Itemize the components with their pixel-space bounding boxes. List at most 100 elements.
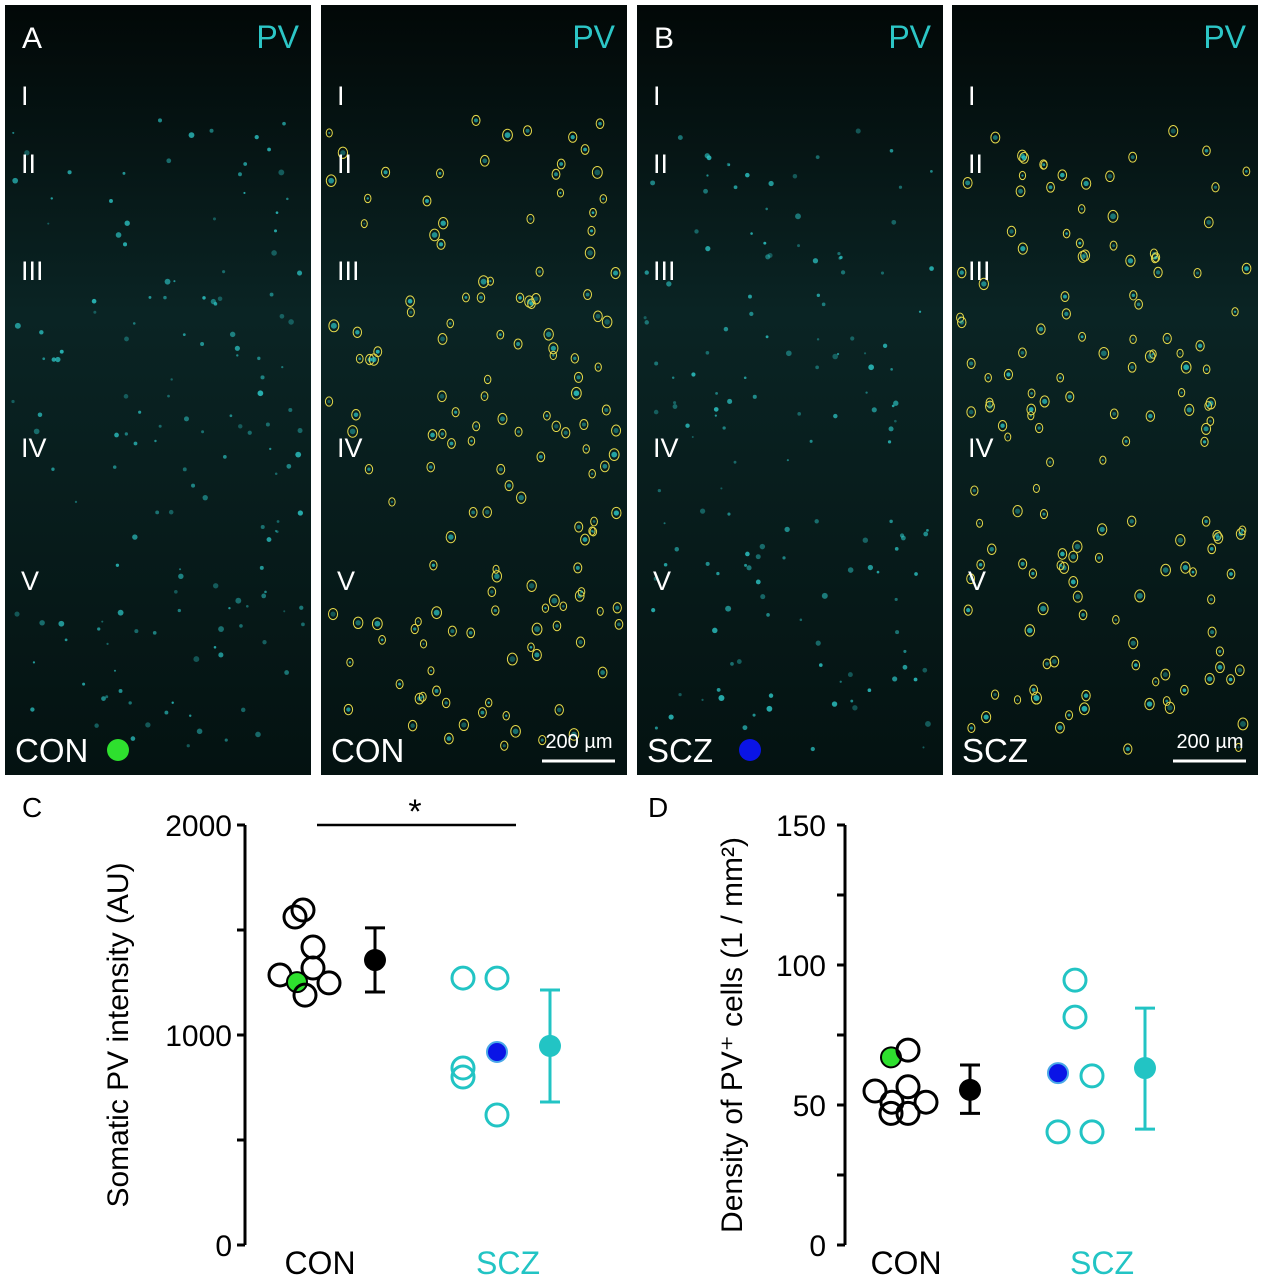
pv-cell	[748, 294, 752, 299]
pv-cell	[518, 494, 524, 501]
pv-cell	[1124, 439, 1128, 443]
pv-cell	[243, 162, 248, 166]
pv-cell	[512, 728, 519, 735]
pv-cell	[840, 270, 846, 275]
pv-cell	[755, 579, 761, 585]
cell-outline	[610, 267, 621, 280]
cell-outline	[510, 725, 521, 738]
pv-cell	[1006, 436, 1009, 439]
cell-outline	[414, 692, 425, 705]
pv-cell	[238, 424, 243, 429]
pv-cell	[736, 659, 742, 664]
pv-cell	[276, 520, 280, 523]
pv-cell	[1202, 440, 1207, 444]
y-tick-label: 0	[809, 1230, 826, 1263]
pv-cell	[728, 163, 731, 166]
cell-outline	[1215, 661, 1225, 674]
pv-cell	[266, 537, 272, 542]
cell-outline	[976, 559, 985, 570]
pv-cell	[51, 467, 55, 471]
pv-cell	[202, 494, 208, 501]
pv-cell	[814, 519, 819, 524]
pv-cell	[744, 563, 748, 567]
pv-cell	[922, 746, 925, 749]
pv-cell	[865, 391, 868, 394]
pv-cell	[448, 322, 452, 325]
pv-cell	[595, 313, 601, 319]
pv-cell	[101, 620, 104, 623]
pv-cell	[815, 365, 819, 370]
pv-cell	[882, 343, 888, 348]
cell-outline	[1080, 249, 1091, 262]
data-point	[895, 1037, 921, 1063]
cell-outline	[1094, 552, 1104, 563]
pv-cell	[353, 412, 359, 418]
pv-cell	[14, 322, 21, 329]
pv-cell	[554, 424, 559, 429]
pv-cell	[545, 331, 552, 338]
pv-cell	[718, 695, 725, 702]
pv-cell	[82, 682, 86, 686]
cell-outline	[1131, 659, 1141, 671]
cell-outline	[346, 657, 354, 667]
pv-cell	[898, 185, 903, 189]
pv-cell	[330, 611, 336, 617]
scale-bar-label: 200 µm	[545, 731, 612, 753]
pv-cell	[1154, 680, 1157, 683]
pv-cell	[1100, 350, 1107, 357]
cell-outline	[497, 412, 508, 425]
pv-cell	[986, 376, 990, 379]
cell-outline	[1079, 702, 1090, 716]
pv-cell	[746, 565, 752, 571]
cell-outline	[444, 732, 454, 745]
cell-outline	[1238, 525, 1247, 536]
pv-cell	[257, 390, 264, 397]
pv-cell	[1033, 695, 1040, 702]
cell-outline	[568, 131, 578, 143]
pv-cell	[1210, 630, 1215, 635]
pv-cell	[816, 293, 821, 297]
pv-cell	[486, 378, 489, 381]
pv-cell	[959, 270, 964, 275]
layer-label: IV	[653, 433, 679, 463]
cell-outline	[987, 543, 997, 555]
pv-cell	[594, 169, 601, 176]
data-point	[300, 934, 326, 960]
pv-cell	[1031, 688, 1036, 692]
pv-cell	[421, 695, 425, 699]
pv-cell	[1237, 746, 1240, 749]
pv-cell	[1155, 270, 1161, 275]
pv-cell	[876, 570, 880, 574]
cell-outline	[1015, 185, 1026, 198]
pv-cell	[1048, 185, 1053, 190]
pv-cell	[170, 378, 173, 381]
cell-outline	[1231, 307, 1239, 317]
pv-cell	[672, 404, 678, 409]
cell-outline	[429, 560, 438, 571]
cell-outline	[468, 506, 478, 518]
pv-cell	[759, 543, 766, 550]
pv-cell	[1177, 537, 1184, 543]
cell-outline	[1201, 516, 1211, 527]
cell-outline	[327, 607, 339, 621]
cell-outline	[438, 428, 447, 440]
cell-outline	[325, 174, 337, 188]
pv-cell	[518, 296, 522, 300]
pv-cell	[109, 199, 113, 203]
cell-outline	[1160, 563, 1171, 577]
pv-cell	[900, 535, 906, 541]
cell-outline	[427, 666, 435, 676]
pv-cell	[236, 354, 239, 357]
cell-outline	[1193, 267, 1202, 279]
cell-outline	[1006, 225, 1017, 238]
pv-cell	[538, 270, 542, 274]
cell-outline	[1160, 668, 1171, 681]
pv-cell	[212, 583, 219, 589]
pv-cell	[164, 278, 171, 285]
pv-cell	[283, 610, 286, 613]
pv-cell	[651, 608, 656, 613]
pv-cell	[255, 731, 261, 738]
pv-cell	[926, 529, 929, 532]
cell-outline	[1201, 422, 1212, 435]
